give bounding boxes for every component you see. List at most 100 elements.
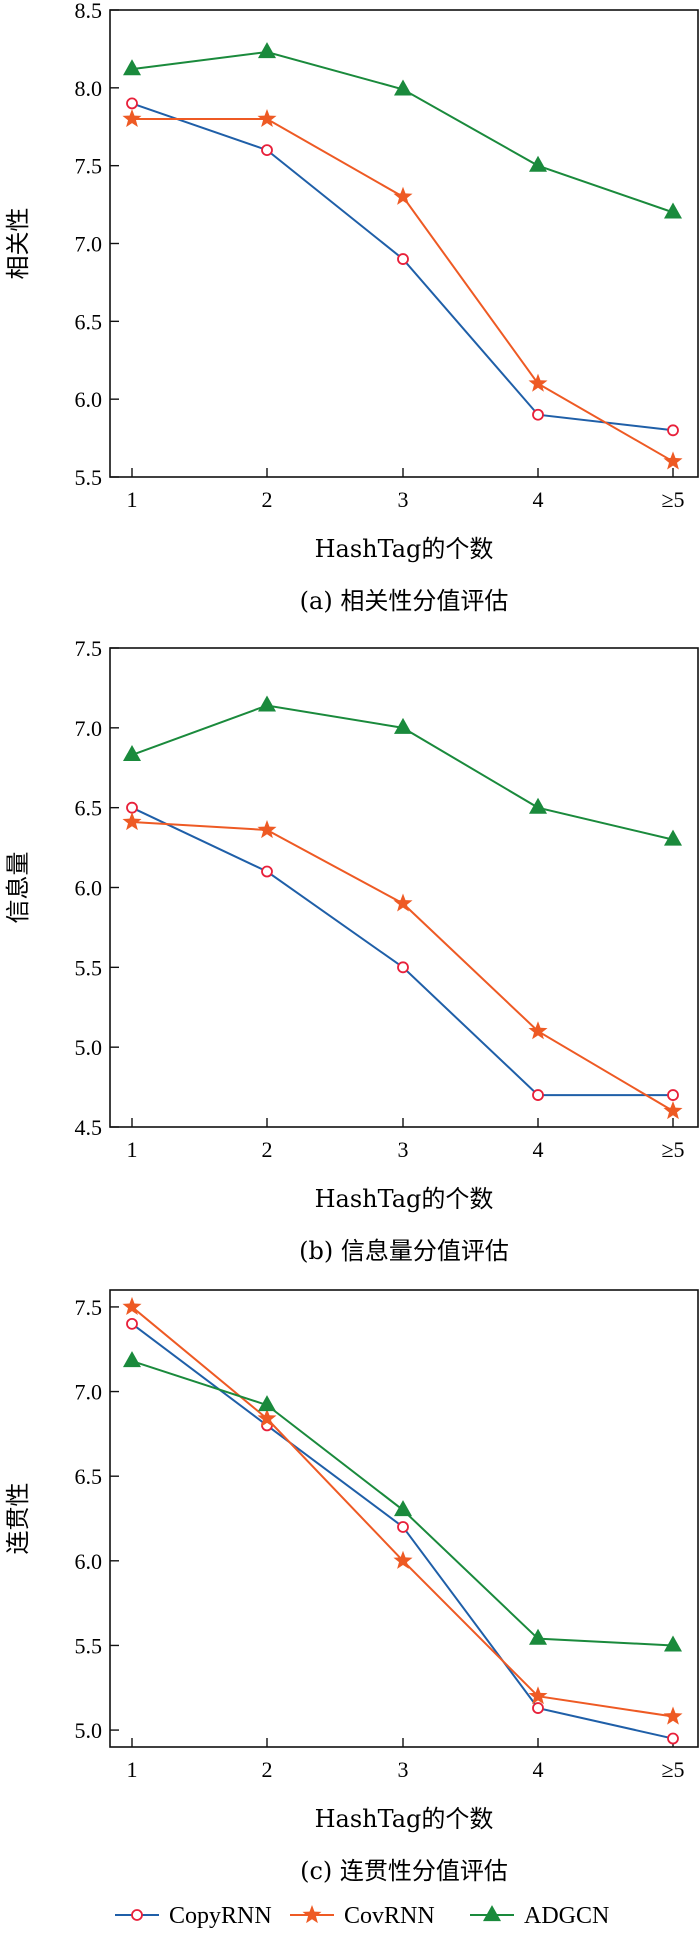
plot-frame [109, 9, 699, 478]
x-axis-label: HashTag的个数 [315, 535, 494, 563]
data-point-covrnn [528, 373, 548, 392]
x-tick-label: 4 [533, 1757, 544, 1782]
legend-marker-copyrnn [131, 1909, 143, 1921]
data-point-covrnn [393, 893, 413, 912]
y-axis-label: 信息量 [4, 852, 32, 924]
y-tick-label: 4.5 [75, 1115, 103, 1140]
data-point-covrnn [257, 1408, 277, 1427]
data-point-adgcn [664, 829, 682, 846]
x-tick-label: ≥5 [661, 1757, 684, 1782]
y-tick-label: 8.5 [75, 0, 103, 23]
y-tick-label: 5.5 [75, 465, 103, 490]
legend-label-covrnn: CovRNN [344, 1903, 435, 1929]
x-tick-label: 2 [262, 1137, 273, 1162]
data-point-copyrnn [126, 1317, 138, 1330]
chart-caption: (c) 连贯性分值评估 [300, 1857, 508, 1885]
x-axis-label: HashTag的个数 [315, 1185, 494, 1213]
data-point-copyrnn [397, 253, 409, 265]
series-line-copyrnn [131, 102, 674, 432]
data-point-adgcn [258, 1395, 276, 1412]
data-point-copyrnn [397, 1521, 409, 1533]
data-point-copyrnn [532, 1702, 544, 1714]
y-tick-label: 5.0 [75, 1035, 103, 1060]
y-tick-label: 6.5 [75, 309, 103, 334]
y-tick-label: 7.5 [75, 1295, 103, 1320]
data-point-covrnn [393, 186, 413, 205]
chart-panel-2: 4.5 5.0 5.5 6.0 6.5 7.0 7.5 1 2 3 4 ≥5 HashTag的个数 (b)… [4, 636, 699, 1265]
x-tick-label: 1 [127, 487, 138, 512]
y-tick-label: 7.5 [75, 154, 103, 179]
x-tick-label: ≥5 [661, 1137, 684, 1162]
data-point-adgcn [123, 59, 141, 76]
data-point-copyrnn [126, 801, 138, 814]
x-axis-label: HashTag的个数 [315, 1805, 494, 1833]
data-point-covrnn [257, 108, 277, 128]
data-point-adgcn [529, 797, 547, 814]
x-tick-label: 2 [262, 1757, 273, 1782]
y-tick-label: 5.0 [75, 1718, 103, 1743]
data-point-covrnn [663, 1101, 683, 1120]
legend: CopyRNN CovRNN ADGCN [115, 1903, 609, 1929]
data-point-adgcn [664, 1635, 682, 1652]
legend-label-adgcn: ADGCN [524, 1903, 609, 1929]
data-point-copyrnn [532, 408, 544, 421]
x-tick-label: 4 [533, 1137, 544, 1162]
y-axis-label: 相关性 [4, 208, 32, 280]
data-point-adgcn [394, 79, 412, 96]
series-line-copyrnn [131, 806, 673, 1097]
y-tick-label: 6.0 [75, 1549, 103, 1574]
data-point-adgcn [123, 1351, 141, 1368]
data-point-copyrnn [126, 97, 138, 110]
data-point-adgcn [664, 202, 682, 219]
chart-caption: (a) 相关性分值评估 [300, 587, 509, 615]
legend-marker-covrnn [302, 1905, 322, 1924]
data-point-copyrnn [532, 1089, 544, 1101]
data-point-copyrnn [667, 1732, 679, 1745]
plot-frame [109, 1289, 699, 1748]
y-axis-label: 连贯性 [4, 1483, 32, 1555]
y-tick-label: 7.0 [75, 716, 103, 741]
y-tick-label: 5.5 [75, 955, 103, 980]
x-tick-label: ≥5 [661, 487, 684, 512]
data-point-adgcn [529, 155, 547, 172]
y-tick-label: 5.5 [75, 1633, 103, 1658]
data-point-covrnn [122, 108, 142, 128]
chart-caption: (b) 信息量分值评估 [299, 1237, 509, 1265]
data-point-covrnn [528, 1686, 548, 1705]
data-point-covrnn [257, 820, 277, 839]
data-point-adgcn [258, 42, 276, 59]
data-point-covrnn [663, 1706, 683, 1725]
series-line-covrnn [132, 117, 674, 463]
data-point-copyrnn [397, 961, 409, 974]
y-tick-label: 6.0 [75, 876, 103, 901]
x-tick-label: 3 [398, 487, 409, 512]
x-tick-label: 4 [533, 487, 544, 512]
data-point-adgcn [394, 1500, 412, 1517]
data-point-adgcn [258, 695, 276, 712]
x-tick-label: 1 [127, 1757, 138, 1782]
data-point-covrnn [393, 1550, 413, 1569]
data-point-copyrnn [261, 865, 273, 878]
data-point-covrnn [122, 1296, 142, 1316]
x-tick-label: 3 [398, 1757, 409, 1782]
chart-panel-1: 5.5 6.0 6.5 7.0 7.5 8.0 8.5 1 2 3 4 ≥5 HashTag的个数 (a)… [4, 0, 699, 615]
x-tick-label: 2 [262, 487, 273, 512]
y-tick-label: 7.5 [75, 636, 103, 661]
data-point-covrnn [122, 812, 142, 831]
data-point-covrnn [663, 451, 683, 470]
y-tick-label: 7.0 [75, 232, 103, 257]
data-point-covrnn [528, 1021, 548, 1040]
data-point-copyrnn [667, 424, 679, 437]
y-tick-label: 8.0 [75, 76, 103, 101]
x-tick-label: 3 [398, 1137, 409, 1162]
y-tick-label: 6.0 [75, 387, 103, 412]
data-point-adgcn [529, 1628, 547, 1645]
y-tick-label: 6.5 [75, 1464, 103, 1489]
data-point-copyrnn [261, 144, 273, 157]
data-point-copyrnn [667, 1089, 679, 1101]
data-point-adgcn [394, 717, 412, 734]
chart-panel-3: 5.0 5.5 6.0 6.5 7.0 7.5 1 2 3 4 ≥5 HashTag的个数 (c) 连贯… [4, 1289, 699, 1885]
legend-marker-adgcn [483, 1905, 501, 1922]
data-point-adgcn [123, 745, 141, 762]
